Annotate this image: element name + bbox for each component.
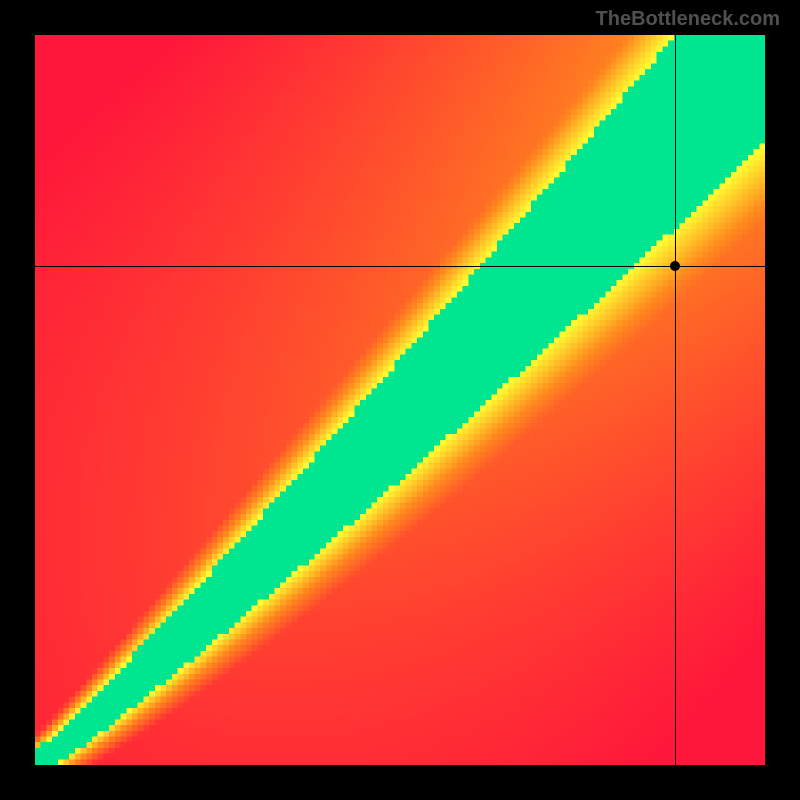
crosshair-vertical xyxy=(675,35,676,765)
heatmap-canvas xyxy=(35,35,765,765)
heatmap-plot xyxy=(35,35,765,765)
watermark-text: TheBottleneck.com xyxy=(596,8,780,31)
crosshair-horizontal xyxy=(35,266,765,267)
crosshair-marker xyxy=(670,261,680,271)
